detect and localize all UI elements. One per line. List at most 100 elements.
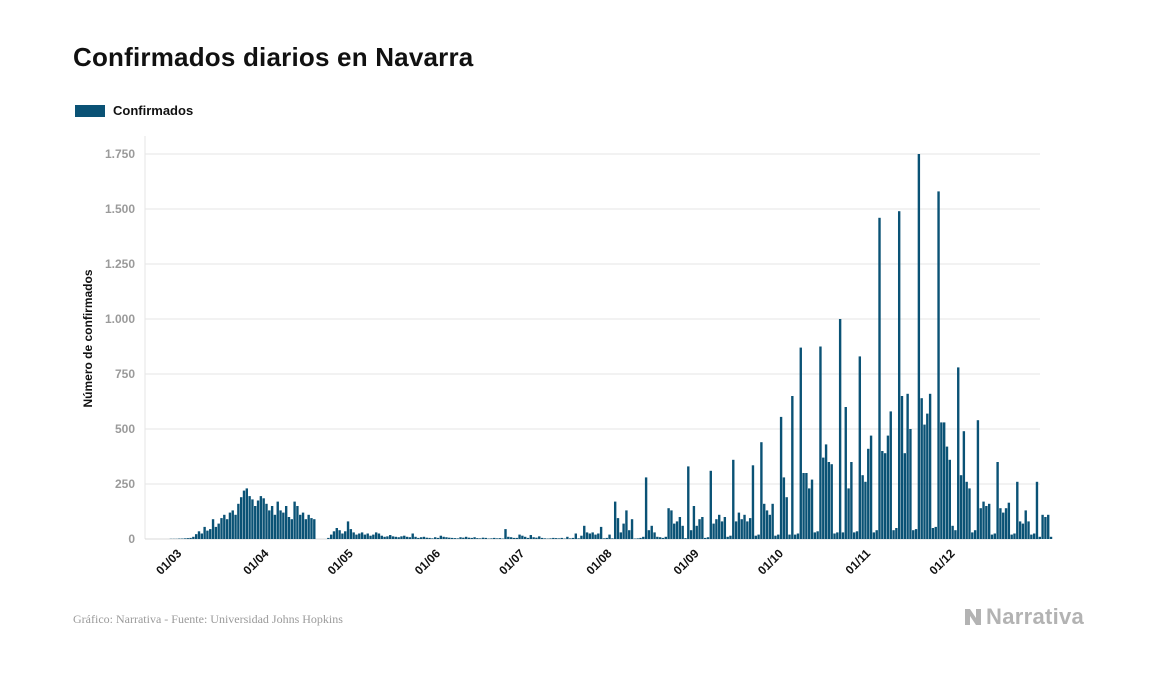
x-tick-label: 01/09 [671,546,702,577]
bar [751,465,755,539]
bar [1002,512,1005,539]
bar [479,538,482,539]
bar [239,497,243,539]
bar [391,536,395,539]
bar [220,518,223,539]
bar [987,503,991,539]
bar [670,510,673,539]
bar [616,518,620,539]
bar [628,530,631,539]
bar [760,442,763,539]
bar [535,537,538,539]
bar [883,453,887,539]
y-tick-label: 250 [115,477,135,491]
bar [341,533,344,539]
bar [237,503,240,539]
bar [979,508,982,539]
bar [658,537,662,539]
bar [566,536,569,539]
bar [853,532,856,539]
bar [585,532,589,539]
bar [785,497,788,539]
bar [768,514,772,539]
legend-label-confirmados: Confirmados [113,103,194,118]
bar [653,532,656,539]
bar [897,211,901,539]
bar [456,538,459,539]
bar [1010,534,1013,539]
bar [934,526,937,539]
bar [504,529,507,539]
bar [374,532,378,539]
bar [422,536,426,539]
bar [481,537,485,539]
bar [279,510,282,539]
bar [369,535,372,539]
bar [813,532,817,539]
bar [605,537,608,539]
bar [557,538,561,539]
bar [999,508,1002,539]
bar [847,488,850,539]
bar [183,538,187,539]
bar [473,537,476,539]
bar [299,514,302,539]
bar [439,535,443,539]
bar [667,508,670,539]
bar [245,488,248,539]
bar [824,444,828,539]
bar [543,538,547,539]
bar [355,534,358,539]
bar [332,531,336,539]
bar [521,535,524,539]
bar [462,537,465,539]
bar [746,521,749,539]
bar [386,536,389,539]
bar [313,519,316,539]
bar [411,533,414,539]
bar [872,532,876,539]
bar [1047,514,1050,539]
bar [1024,510,1027,539]
bar [740,519,743,539]
bar [1016,481,1019,539]
y-tick-label: 1.000 [105,312,135,326]
bar [644,477,648,539]
bar [231,510,234,539]
bar [1049,536,1053,539]
bar [808,488,811,539]
bar [445,537,448,539]
bar [346,521,350,539]
bar [732,459,735,539]
bar [507,536,510,539]
bar [254,506,257,539]
bar [459,537,462,539]
y-tick-label: 500 [115,422,135,436]
bar [706,537,710,539]
bar [661,537,665,539]
bar [284,506,288,539]
bar [833,533,836,539]
bar [791,396,794,539]
bar [524,536,527,539]
bar [684,538,687,539]
bar [942,422,946,539]
bar [971,532,974,539]
bar [259,496,263,539]
bar [512,537,516,539]
bar [630,519,634,539]
bar [329,534,333,539]
bar [419,537,423,539]
bar [549,538,552,539]
x-tick-label: 01/05 [325,546,356,577]
bar [940,422,943,539]
bar [844,407,847,539]
bar [189,537,192,539]
bar [425,537,428,539]
bar [619,532,622,539]
bar [650,525,653,539]
bar [782,477,786,539]
brand-name: Narrativa [986,604,1085,629]
bar [583,525,586,539]
bar [214,526,218,539]
